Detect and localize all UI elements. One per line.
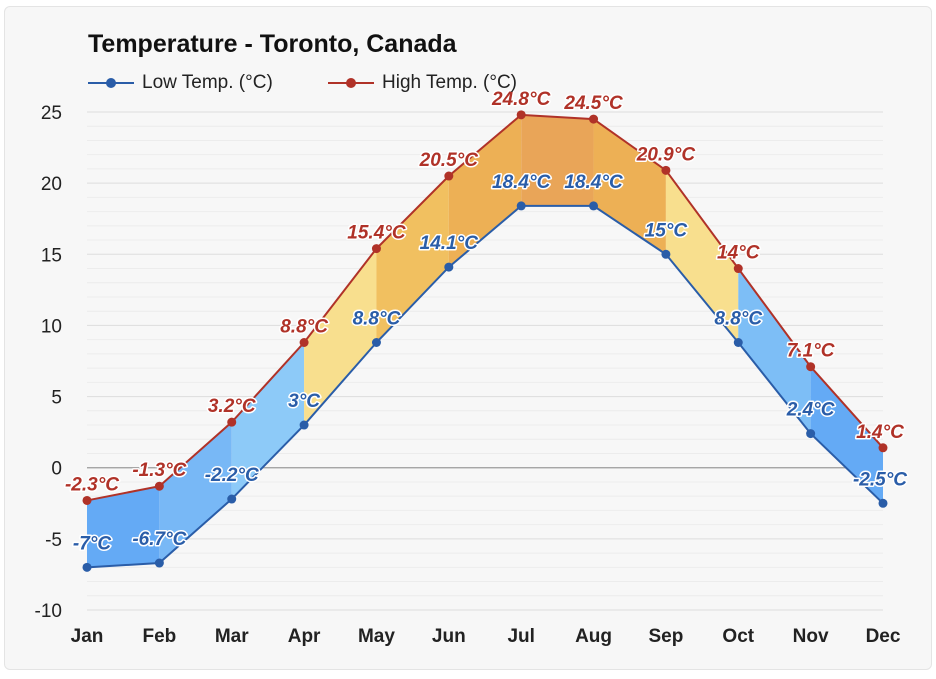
low-temp-data-label: 18.4°C	[564, 172, 623, 193]
high-temp-data-label: 20.9°C	[636, 144, 696, 165]
low-temp-data-label: 8.8°C	[714, 309, 762, 330]
low-temp-point[interactable]	[371, 338, 381, 348]
low-temp-data-label: 3°C	[288, 391, 320, 412]
x-tick-label: Sep	[648, 626, 683, 647]
chart-title: Temperature - Toronto, Canada	[88, 30, 457, 58]
high-temp-data-label: 3.2°C	[208, 396, 256, 417]
low-temp-point[interactable]	[154, 558, 164, 568]
x-tick-label: Mar	[215, 626, 249, 647]
high-temp-data-label: 1.4°C	[856, 422, 904, 443]
low-temp-data-label: -2.2°C	[205, 465, 259, 486]
range-band	[231, 342, 305, 500]
y-tick-label: 5	[51, 388, 62, 409]
range-band	[521, 114, 594, 206]
series-points	[82, 110, 888, 572]
high-temp-data-label: 15.4°C	[347, 223, 406, 244]
low-temp-point[interactable]	[82, 562, 92, 572]
temperature-range-bands	[87, 114, 883, 568]
low-temp-data-label: 14.1°C	[420, 233, 479, 254]
x-tick-label: Feb	[142, 626, 176, 647]
low-temp-point[interactable]	[661, 249, 671, 259]
legend-item-high[interactable]: High Temp. (°C)	[328, 72, 517, 94]
high-temp-point[interactable]	[227, 417, 237, 427]
y-axis-ticks: -10 -5 0 5 10 15 20 25	[35, 103, 62, 622]
range-band	[376, 176, 449, 343]
range-band	[810, 366, 883, 504]
high-temp-data-label: 24.8°C	[491, 89, 551, 110]
range-band	[448, 114, 522, 268]
high-temp-data-label: -2.3°C	[65, 474, 119, 495]
low-temp-data-label: 15°C	[645, 220, 688, 241]
x-tick-label: Jun	[432, 626, 466, 647]
high-temp-data-label: 20.5°C	[419, 150, 479, 171]
high-temp-data-label: 24.5°C	[563, 93, 623, 114]
high-temp-point[interactable]	[444, 171, 454, 181]
low-temp-point[interactable]	[806, 429, 816, 439]
low-temp-data-label: 8.8°C	[353, 309, 401, 330]
series-lines	[86, 113, 884, 569]
x-tick-label: Dec	[866, 626, 901, 647]
y-tick-label: 25	[41, 103, 62, 124]
y-tick-label: 15	[41, 245, 62, 266]
high-temp-point[interactable]	[82, 495, 92, 505]
low-temp-data-label: -7°C	[73, 533, 111, 554]
high-temp-data-label: 7.1°C	[787, 341, 835, 362]
low-temp-data-label: -2.5°C	[853, 469, 907, 490]
x-tick-label: May	[358, 626, 395, 647]
x-tick-label: Nov	[793, 626, 829, 647]
high-temp-data-label: -1.3°C	[132, 460, 186, 481]
high-temp-point[interactable]	[299, 338, 309, 348]
range-band	[304, 248, 377, 426]
low-temp-data-label: 2.4°C	[786, 400, 835, 421]
x-tick-label: Apr	[288, 626, 321, 647]
low-temp-point[interactable]	[733, 338, 743, 348]
high-temp-data-label: 14°C	[717, 243, 760, 264]
x-tick-label: Aug	[575, 626, 612, 647]
range-band	[593, 119, 666, 255]
high-temp-point[interactable]	[154, 481, 164, 491]
low-temp-point[interactable]	[299, 420, 309, 430]
high-temp-line	[86, 113, 884, 502]
y-tick-label: 10	[41, 316, 62, 337]
high-temp-point[interactable]	[516, 110, 526, 120]
low-temp-point[interactable]	[516, 201, 526, 211]
data-labels: -2.3°C -1.3°C 3.2°C 8.8°C 15.4°C 20.5°C 24.8°C…	[63, 87, 908, 555]
high-temp-point[interactable]	[733, 264, 743, 274]
high-temp-point[interactable]	[661, 165, 671, 175]
legend-item-low[interactable]: Low Temp. (°C)	[88, 72, 273, 94]
range-band	[159, 422, 232, 564]
low-temp-point[interactable]	[444, 262, 454, 272]
low-temp-data-label: 18.4°C	[492, 172, 551, 193]
legend-low-label: Low Temp. (°C)	[142, 72, 273, 93]
low-temp-point[interactable]	[589, 201, 599, 211]
x-tick-label: Jul	[507, 626, 534, 647]
high-temp-point[interactable]	[589, 114, 599, 124]
high-temp-point[interactable]	[806, 362, 816, 372]
legend-high-label: High Temp. (°C)	[382, 72, 518, 93]
high-temp-point[interactable]	[878, 443, 888, 453]
x-axis-ticks: Jan Feb Mar Apr May Jun Jul Aug Sep Oct Nov Dec	[71, 626, 901, 647]
range-band	[738, 268, 811, 434]
legend-high-swatch	[328, 73, 374, 93]
low-temp-point[interactable]	[227, 494, 237, 504]
low-temp-point[interactable]	[878, 498, 888, 508]
high-temp-data-label: 8.8°C	[280, 317, 328, 338]
y-tick-label: 20	[41, 174, 62, 195]
x-tick-label: Oct	[722, 626, 754, 647]
high-temp-point[interactable]	[371, 244, 381, 254]
range-band	[665, 170, 739, 343]
y-tick-label: -5	[45, 530, 62, 551]
y-tick-label: -10	[35, 601, 62, 622]
x-tick-label: Jan	[71, 626, 104, 647]
low-temp-line	[86, 204, 884, 569]
range-band	[87, 486, 160, 568]
low-temp-data-label: -6.7°C	[132, 529, 186, 550]
legend-low-swatch	[88, 73, 134, 93]
y-tick-label: 0	[51, 459, 62, 480]
